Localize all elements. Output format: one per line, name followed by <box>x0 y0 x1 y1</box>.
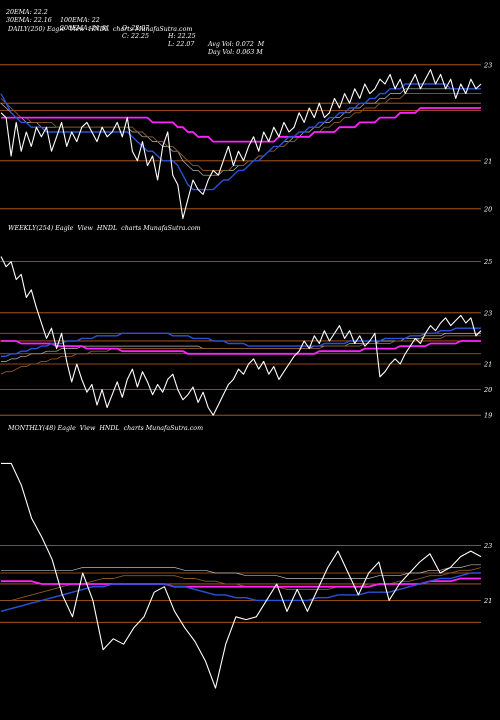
weekly-y-tick-4: 19 <box>484 412 492 420</box>
weekly-ema-fast-line <box>1 327 481 357</box>
ema30-value: 30EMA: 22.16 <box>6 17 52 24</box>
daily-ema-fast-line <box>0 83 481 191</box>
daily-y-tick-2: 20 <box>483 205 492 213</box>
high-value: H: 22.25 <box>168 33 196 40</box>
daily-chart-caption: DAILY(250) Eagle View HNDL charts Munafa… <box>8 26 193 33</box>
monthly-y-tick-1: 21 <box>483 597 492 605</box>
monthly-chart: 23 21 <box>0 462 492 689</box>
day-vol-value: Day Vol: 0.063 M <box>208 49 263 56</box>
low-value: L: 22.07 <box>168 41 195 48</box>
daily-chart: 23 21 20 <box>0 61 492 219</box>
daily-ema-brown-line <box>0 93 481 171</box>
open-value: O: 22.07 <box>122 25 150 32</box>
weekly-price-line <box>0 256 482 416</box>
weekly-y-tick-2: 21 <box>483 361 492 369</box>
ema100-value: 100EMA: 22 <box>60 17 100 24</box>
monthly-ema-gray-line <box>1 564 481 579</box>
weekly-y-tick-1: 23 <box>483 309 492 317</box>
monthly-ema-slow-line <box>1 577 481 588</box>
weekly-chart-caption: WEEKLY(254) Eagle View HNDL charts Munaf… <box>8 225 201 232</box>
avg-vol-value: Avg Vol: 0.072 M <box>208 41 265 48</box>
monthly-y-tick-0: 23 <box>483 542 492 550</box>
daily-y-tick-1: 21 <box>483 157 492 165</box>
weekly-ema-brown-line <box>0 335 481 375</box>
monthly-ema-fast-line <box>0 572 481 613</box>
daily-y-tick-0: 23 <box>483 61 492 69</box>
daily-price-line <box>0 69 482 219</box>
weekly-y-tick-0: 25 <box>483 258 492 266</box>
ema200-value: 200EMA: 21.81 <box>60 25 110 32</box>
monthly-price-line <box>1 462 482 689</box>
daily-ema-slow-line <box>1 107 481 143</box>
close-value: C: 22.25 <box>122 33 149 40</box>
weekly-ema-slow-line <box>1 340 481 355</box>
ema20-value: 20EMA: 22.2 <box>6 9 48 16</box>
header-row-1: 20EMA: 22.2 100EMA: 22 O: 22.07 H: 22.25… <box>6 1 264 49</box>
monthly-chart-caption: MONTHLY(48) Eagle View HNDL charts Munaf… <box>8 425 204 432</box>
weekly-chart: 25 23 21 20 19 <box>0 256 492 420</box>
weekly-y-tick-3: 20 <box>483 386 492 394</box>
header-row-2: 30EMA: 22.16 200EMA: 21.81 C: 22.25 L: 2… <box>6 9 263 57</box>
